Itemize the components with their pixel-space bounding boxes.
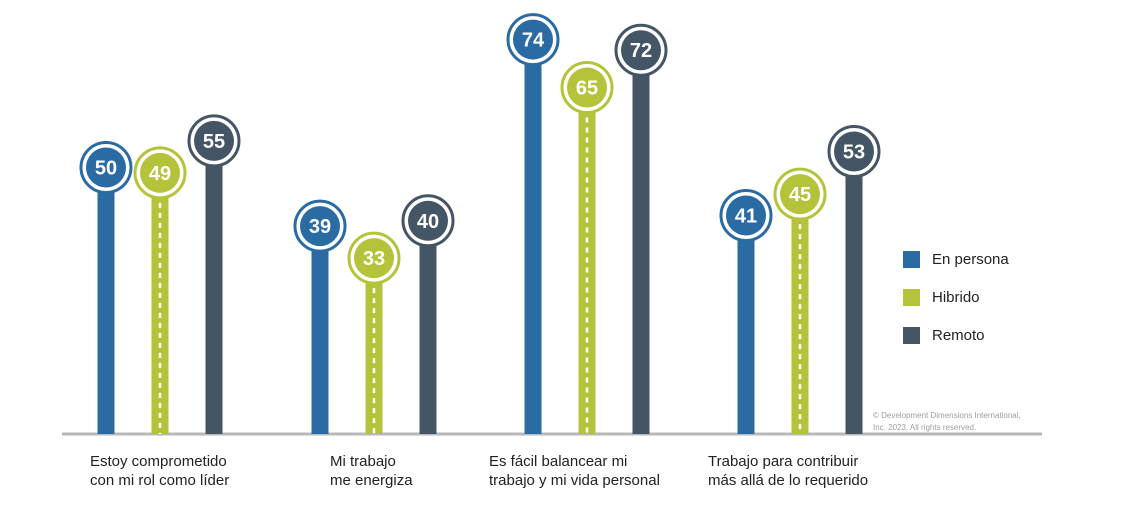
data-label-c4-s1: 41 <box>735 205 757 227</box>
data-label-c4-s2: 45 <box>789 184 811 206</box>
category-label-2: Mi trabajo me energiza <box>330 453 413 489</box>
bar-cap-c2-s1 <box>300 206 340 247</box>
data-label-c1-s2: 49 <box>149 163 171 185</box>
data-label-c2-s3: 40 <box>417 211 439 233</box>
data-label-c4-s3: 53 <box>843 142 865 164</box>
bar-stem-c4-s3 <box>845 151 863 434</box>
bar-stem-c3-s3 <box>632 50 650 435</box>
bar-stem-c2-s3 <box>419 220 437 434</box>
category-label-3: Es fácil balancear mi trabajo y mi vida … <box>489 453 660 489</box>
bar-stem-c1-s3 <box>205 140 223 434</box>
bar-stem-c3-s1 <box>524 39 542 435</box>
bar-cap-c3-s2 <box>567 67 607 108</box>
data-label-c1-s1: 50 <box>95 158 117 180</box>
bar-cap-c1-s2 <box>140 152 180 193</box>
bar-stem-c2-s2 <box>365 258 383 434</box>
legend-item-remoto: Remoto <box>903 316 1009 354</box>
data-label-c2-s2: 33 <box>363 248 385 270</box>
legend-swatch-en-persona <box>903 250 920 268</box>
category-label-1: Estoy comprometido con mi rol como líder <box>90 453 230 489</box>
legend-label-hibrido: Hibrido <box>932 288 980 306</box>
bar-cap-c1-s3 <box>194 120 234 161</box>
legend-swatch-remoto <box>903 326 920 344</box>
legend-item-hibrido: Hibrido <box>903 278 1009 316</box>
bar-cap-c2-s2 <box>354 238 394 279</box>
bar-stem-c2-s1 <box>311 226 329 434</box>
bar-cap-c2-s3 <box>408 200 448 241</box>
legend-swatch-hibrido <box>903 288 920 306</box>
bar-stem-c4-s1 <box>737 215 755 434</box>
bar-cap-c3-s1 <box>513 19 553 60</box>
bar-stem-c1-s1 <box>97 167 115 434</box>
bar-cap-c4-s1 <box>726 195 766 236</box>
data-label-c3-s2: 65 <box>576 78 598 100</box>
data-label-c3-s3: 72 <box>630 40 652 62</box>
legend-item-en-persona: En persona <box>903 240 1009 278</box>
bar-cap-c4-s3 <box>834 131 874 172</box>
data-label-c3-s1: 74 <box>522 30 545 52</box>
bar-cap-c3-s3 <box>621 30 661 71</box>
bar-cap-c1-s1 <box>86 147 126 188</box>
legend-label-en-persona: En persona <box>932 250 1009 268</box>
bar-cap-c4-s2 <box>780 174 820 215</box>
category-label-4: Trabajo para contribuir más allá de lo r… <box>708 453 869 489</box>
data-label-c1-s3: 55 <box>203 131 225 153</box>
legend-label-remoto: Remoto <box>932 326 985 344</box>
copyright-note: © Development Dimensions International, … <box>873 411 1021 432</box>
bar-stem-c4-s2 <box>791 194 809 434</box>
data-label-c2-s1: 39 <box>309 216 331 238</box>
legend: En persona Hibrido Remoto <box>903 240 1009 354</box>
